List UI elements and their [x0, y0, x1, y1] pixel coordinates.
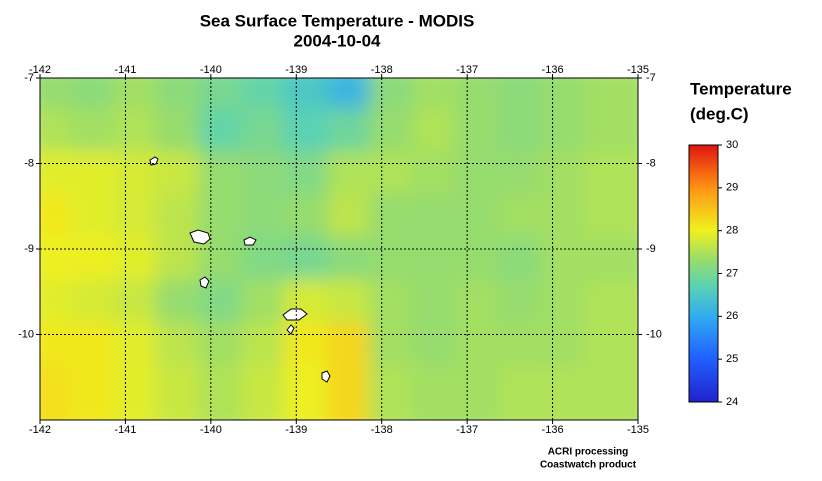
colorbar-tick-label: 24 — [726, 396, 738, 408]
x-tick-label: -138 — [371, 424, 393, 436]
x-tick-label: -139 — [285, 424, 307, 436]
colorbar-tick-label: 25 — [726, 353, 738, 365]
colorbar-title: Temperature — [690, 79, 792, 98]
credit: ACRI processing — [548, 447, 629, 458]
x-tick-label: -142 — [29, 424, 51, 436]
x-tick-label: -135 — [627, 424, 649, 436]
x-tick-label: -141 — [114, 424, 136, 436]
x-tick-label: -136 — [542, 424, 564, 436]
y-tick-label: -10 — [646, 328, 662, 340]
colorbar-tick-label: 26 — [726, 310, 738, 322]
y-tick-label: -8 — [646, 157, 656, 169]
x-tick-label: -137 — [456, 64, 478, 76]
title: Sea Surface Temperature - MODIS — [200, 11, 475, 30]
y-tick-label: -9 — [646, 243, 656, 255]
x-tick-label: -141 — [114, 64, 136, 76]
x-tick-label: -142 — [29, 64, 51, 76]
y-tick-label: -9 — [24, 243, 34, 255]
x-tick-label: -135 — [627, 64, 649, 76]
x-tick-label: -140 — [200, 64, 222, 76]
colorbar-tick-label: 27 — [726, 267, 738, 279]
y-tick-label: -7 — [646, 72, 656, 84]
sst-cell — [583, 365, 638, 420]
x-tick-label: -136 — [542, 64, 564, 76]
x-tick-label: -137 — [456, 424, 478, 436]
subtitle: 2004-10-04 — [294, 31, 382, 50]
y-tick-label: -7 — [24, 72, 34, 84]
x-tick-label: -139 — [285, 64, 307, 76]
sst-field — [40, 78, 638, 420]
colorbar-tick-label: 30 — [726, 139, 738, 151]
colorbar-units: (deg.C) — [690, 104, 749, 123]
y-tick-label: -10 — [18, 328, 34, 340]
colorbar-tick-label: 28 — [726, 225, 738, 237]
credit: Coastwatch product — [540, 460, 637, 471]
colorbar-tick-label: 29 — [726, 182, 738, 194]
y-tick-label: -8 — [24, 157, 34, 169]
x-tick-label: -138 — [371, 64, 393, 76]
x-tick-label: -140 — [200, 424, 222, 436]
colorbar — [688, 144, 719, 403]
